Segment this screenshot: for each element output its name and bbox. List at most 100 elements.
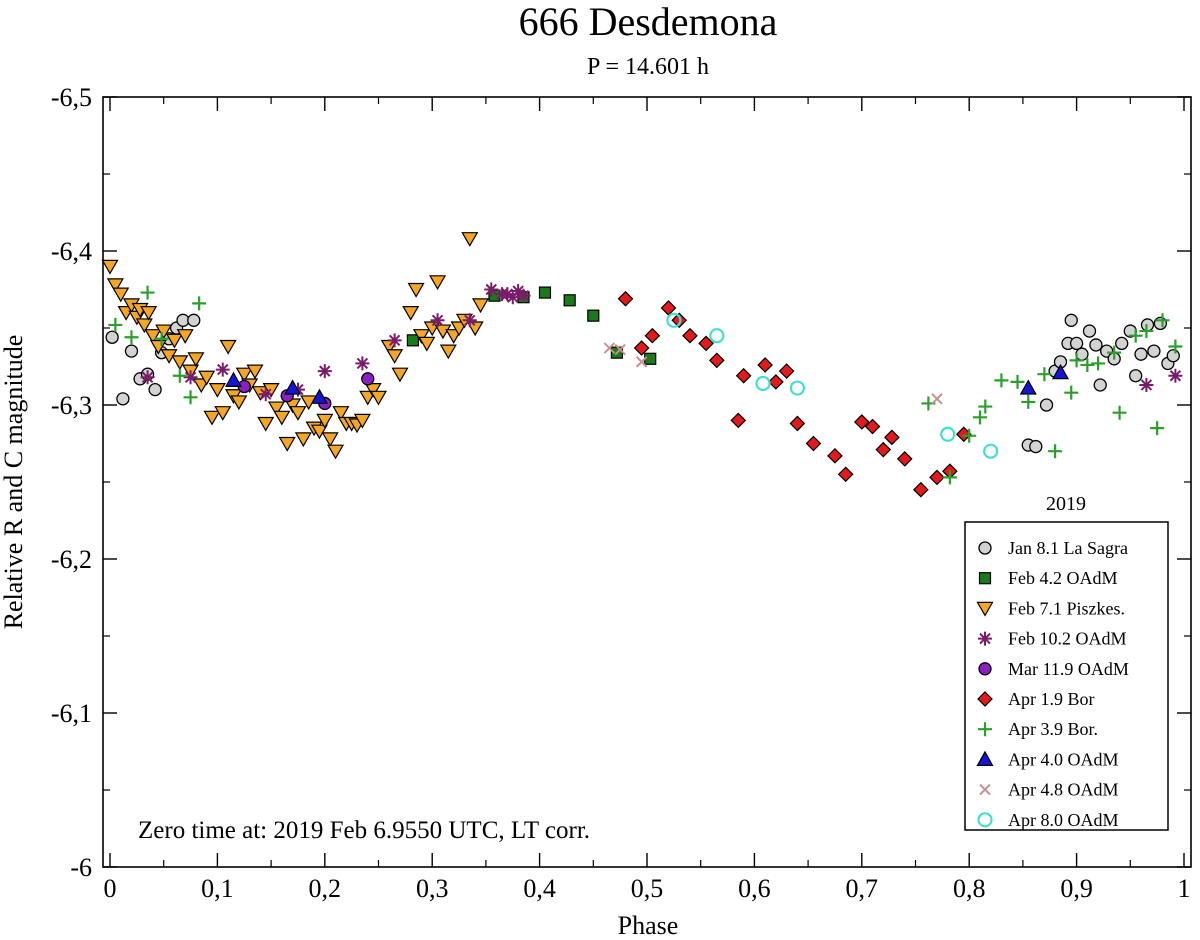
data-point [1082, 324, 1097, 338]
data-point [289, 406, 307, 421]
data-point [1112, 405, 1127, 420]
data-point [853, 414, 870, 430]
data-point [994, 373, 1009, 388]
data-point [778, 363, 795, 379]
legend-marker [978, 631, 992, 646]
data-point [735, 367, 752, 384]
data-point [430, 313, 445, 328]
data-point [208, 383, 226, 398]
data-point [1147, 344, 1161, 358]
data-point [837, 466, 854, 483]
data-point [219, 339, 237, 355]
data-point [1139, 324, 1154, 339]
x-tick-label: 0 [104, 874, 117, 903]
data-point [1019, 379, 1037, 395]
data-point [617, 290, 634, 307]
series-4 [237, 372, 375, 411]
data-point [321, 432, 339, 448]
legend-entry: Feb 7.1 Piszkes. [1008, 598, 1125, 618]
data-point [224, 371, 243, 387]
data-point [931, 393, 943, 405]
legend-entry: Mar 11.9 OAdM [1008, 659, 1129, 679]
data-point [294, 432, 312, 448]
series-9 [666, 312, 999, 459]
data-point [387, 333, 402, 348]
y-tick-label: -6 [70, 853, 92, 882]
data-point [1029, 439, 1043, 454]
data-point [267, 401, 286, 417]
data-point [412, 329, 430, 344]
data-point [418, 336, 436, 352]
data-point [406, 334, 419, 347]
data-point [258, 387, 273, 402]
data-point [192, 296, 207, 311]
legend-marker [979, 783, 991, 796]
series-5 [617, 290, 972, 498]
data-point [940, 426, 956, 442]
data-point [1168, 368, 1183, 383]
data-point [1093, 378, 1107, 392]
data-point [284, 379, 302, 395]
data-point [471, 298, 490, 314]
data-point [1139, 377, 1154, 392]
data-point [1166, 349, 1180, 363]
data-point [386, 349, 404, 364]
data-point [101, 259, 119, 275]
data-point [884, 429, 900, 446]
series-3 [140, 282, 1183, 402]
data-point [278, 436, 296, 452]
series-6 [108, 285, 1183, 485]
data-point [730, 412, 747, 429]
data-point [310, 388, 328, 404]
x-tick-label: 0,3 [416, 874, 449, 903]
data-point [682, 327, 698, 344]
series-2 [101, 232, 490, 460]
data-point [215, 362, 230, 377]
data-point [563, 294, 576, 307]
x-tick-label: 0,2 [309, 874, 342, 903]
series-8 [603, 342, 943, 405]
data-point [614, 343, 626, 356]
legend-marker [978, 662, 992, 676]
x-tick-label: 0,4 [523, 874, 556, 903]
x-tick-label: 0,9 [1060, 874, 1093, 903]
data-point [755, 375, 771, 392]
legend: 2019 Jan 8.1 La Sagra Feb 4.2 OAdM Feb 7.1… [964, 493, 1169, 831]
data-point [1010, 374, 1025, 389]
data-point [1037, 367, 1052, 382]
data-point [439, 344, 457, 360]
legend-marker [977, 691, 993, 707]
x-tick-label: 0,7 [846, 874, 879, 903]
legend-entry: Apr 1.9 Bor [1008, 689, 1095, 709]
data-point [203, 410, 221, 426]
chart-title: 666 Desdemona [519, 0, 778, 44]
data-point [353, 413, 371, 429]
data-point [929, 469, 945, 486]
legend-marker [978, 722, 992, 737]
legend-entry: Apr 4.8 OAdM [1008, 780, 1119, 800]
data-point [698, 335, 714, 352]
data-point [273, 410, 291, 426]
data-point [361, 372, 375, 386]
data-point [135, 318, 153, 334]
data-point [587, 309, 600, 322]
data-point [516, 288, 531, 303]
chart-subtitle: P = 14.601 h [587, 54, 709, 80]
data-point [1021, 394, 1036, 409]
data-point [429, 275, 447, 291]
data-point [124, 344, 139, 358]
data-point [983, 443, 999, 459]
data-point [538, 286, 552, 299]
data-point [1064, 385, 1079, 400]
data-point [709, 328, 725, 344]
data-point [165, 333, 183, 349]
data-point [187, 352, 205, 368]
data-point [407, 282, 425, 298]
data-point [827, 447, 843, 464]
data-point [327, 444, 345, 460]
data-point [154, 331, 169, 346]
x-tick-label: 0,6 [738, 874, 771, 903]
data-point [1048, 444, 1063, 459]
legend-title: 2019 [1046, 493, 1086, 515]
